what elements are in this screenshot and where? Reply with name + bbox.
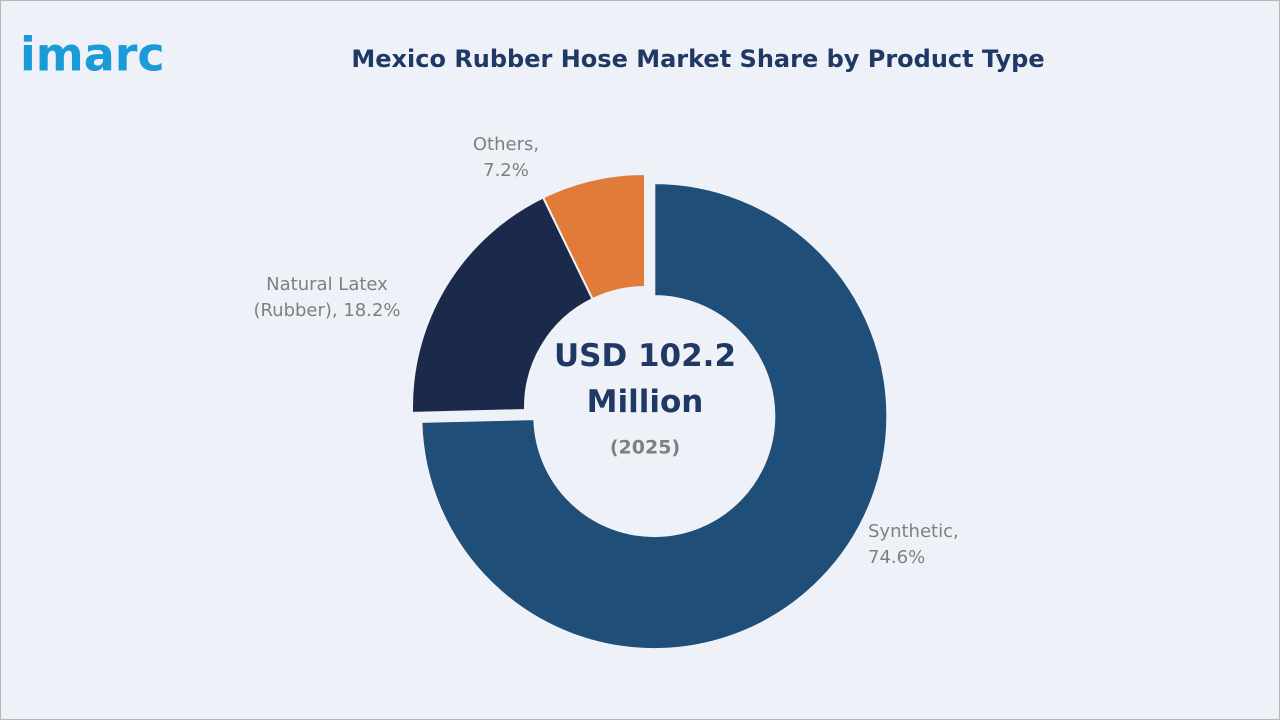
- donut-slice: [420, 182, 889, 651]
- donut-slice: [541, 172, 646, 301]
- chart-title: Mexico Rubber Hose Market Share by Produ…: [351, 45, 1044, 73]
- center-text: USD 102.2 Million: [554, 338, 736, 420]
- data-label: Synthetic, 74.6%: [868, 521, 959, 568]
- center-subtext: (2025): [610, 437, 680, 459]
- data-label: Others, 7.2%: [473, 134, 539, 181]
- data-label: Natural Latex (Rubber), 18.2%: [253, 274, 400, 321]
- donut-slice: [411, 196, 594, 414]
- logo: imarc: [20, 28, 165, 82]
